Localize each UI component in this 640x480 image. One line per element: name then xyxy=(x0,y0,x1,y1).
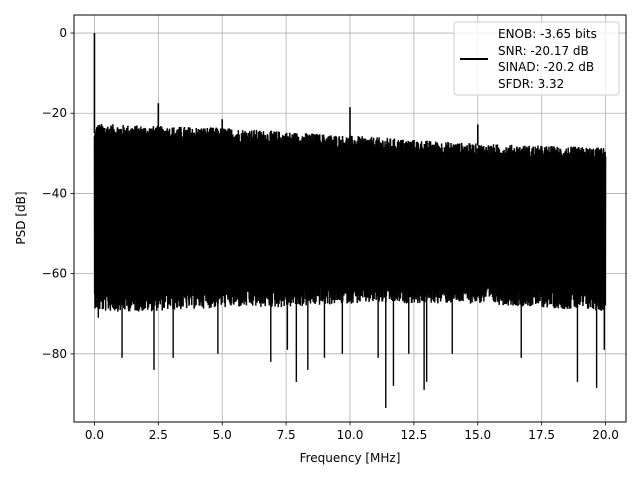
y-tick-label: 0 xyxy=(59,26,67,40)
x-tick-label: 12.5 xyxy=(401,428,428,442)
psd-noise-band xyxy=(95,139,606,274)
legend-text-enob: ENOB: -3.65 bits xyxy=(498,27,597,41)
y-tick-label: −80 xyxy=(42,347,67,361)
x-tick-label: 15.0 xyxy=(464,428,491,442)
legend: ENOB: -3.65 bits SNR: -20.17 dB SINAD: -… xyxy=(453,21,620,96)
plot-area xyxy=(93,33,607,408)
legend-text-sfdr: SFDR: 3.32 xyxy=(498,77,564,91)
series-psd xyxy=(93,33,607,408)
y-tick-label: −60 xyxy=(42,267,67,281)
x-tick-label: 7.5 xyxy=(277,428,296,442)
x-axis: 0.0 2.5 5.0 7.5 10.0 12.5 15.0 17.5 20.0 xyxy=(85,422,619,442)
legend-box xyxy=(453,21,620,96)
legend-text-snr: SNR: -20.17 dB xyxy=(498,44,589,58)
x-tick-label: 5.0 xyxy=(213,428,232,442)
x-tick-label: 2.5 xyxy=(149,428,168,442)
x-tick-label: 20.0 xyxy=(592,428,619,442)
x-tick-label: 10.0 xyxy=(337,428,364,442)
x-tick-label: 17.5 xyxy=(528,428,555,442)
legend-text-sinad: SINAD: -20.2 dB xyxy=(498,60,594,74)
x-axis-label: Frequency [MHz] xyxy=(300,451,401,465)
y-axis: 0 −20 −40 −60 −80 xyxy=(42,26,74,361)
y-tick-label: −40 xyxy=(42,186,67,200)
x-tick-label: 0.0 xyxy=(85,428,104,442)
y-axis-label: PSD [dB] xyxy=(14,191,28,244)
y-tick-label: −20 xyxy=(42,106,67,120)
